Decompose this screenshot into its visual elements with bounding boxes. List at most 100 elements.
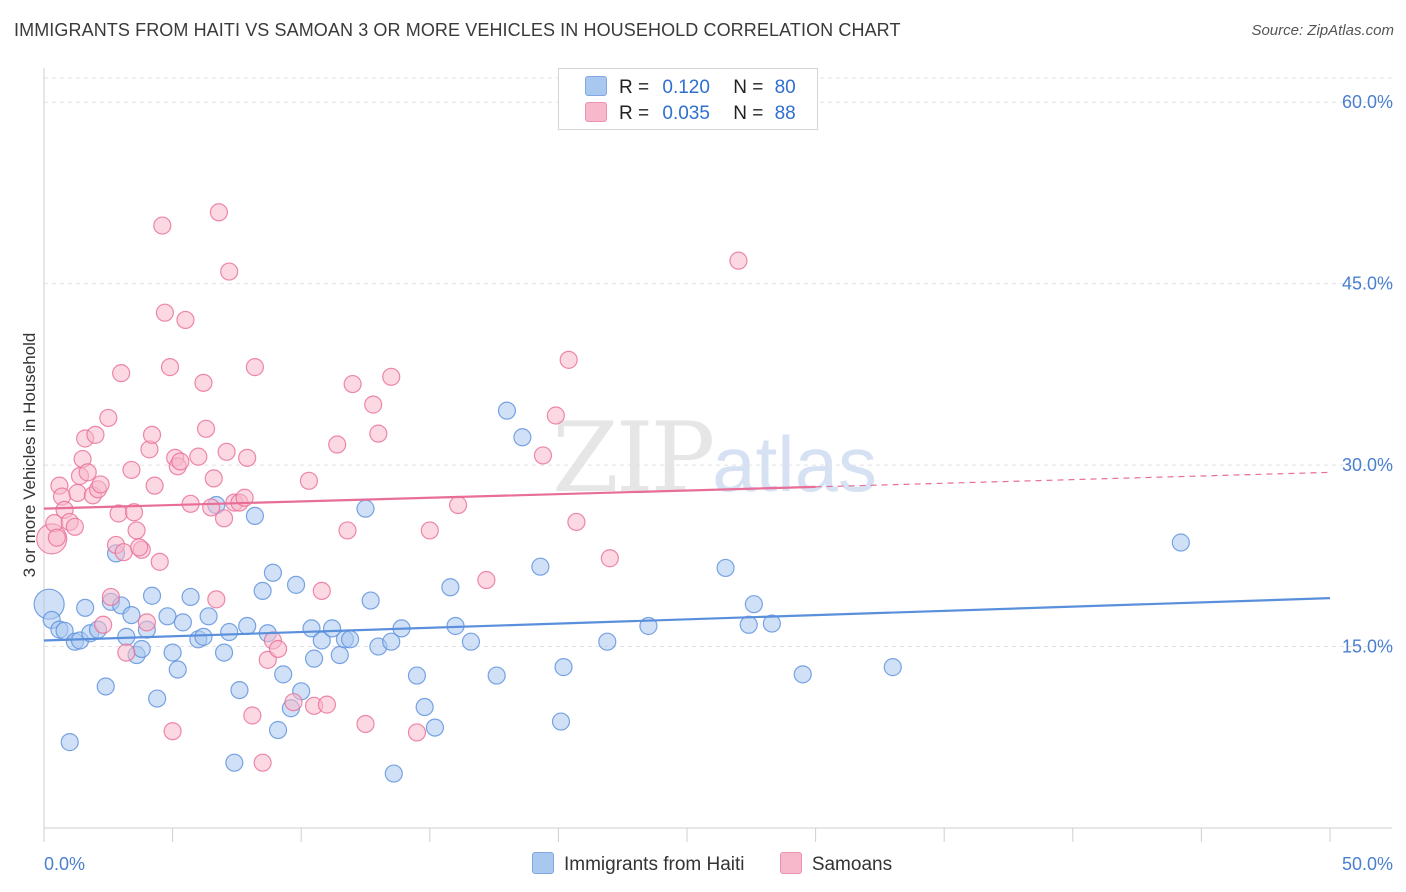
samoan-point [338, 521, 357, 540]
source-label: Source: ZipAtlas.com [1251, 22, 1394, 39]
haiti-point [407, 666, 427, 685]
samoan-point [122, 460, 141, 480]
samoan-point [86, 425, 105, 444]
haiti-point [441, 578, 460, 597]
samoan-point [253, 753, 272, 772]
samoan-point [171, 452, 190, 471]
watermark-zip: ZIP [552, 402, 715, 514]
samoan-point [356, 714, 375, 734]
haiti-point [340, 630, 360, 649]
samoan-point [328, 435, 347, 454]
samoan-point [533, 446, 553, 465]
watermark-atlas: atlas [712, 420, 877, 508]
samoan-point [163, 722, 182, 741]
haiti-point [173, 613, 192, 632]
legend-row-haiti: R = 0.120 N = 80 [585, 76, 796, 100]
samoan-point [284, 693, 303, 712]
samoan-point [207, 590, 226, 609]
correlation-legend: R = 0.120 N = 80 R = 0.035 N = 88 [558, 68, 818, 130]
samoan-point [176, 310, 195, 330]
watermark: ZIPatlas [552, 402, 877, 514]
legend-r-label: R = [619, 77, 650, 98]
samoan-point [369, 424, 388, 443]
samoan-point [214, 509, 234, 528]
samoan-trend-line-extension [815, 471, 1331, 488]
legend-n-value-samoan: 88 [774, 103, 796, 124]
x-tick-label: 0.0% [44, 854, 85, 874]
samoan-point [477, 570, 496, 590]
series-swatch-samoans [779, 852, 802, 874]
haiti-point [181, 587, 200, 607]
haiti-point [415, 697, 434, 717]
samoan-point [567, 512, 586, 532]
haiti-point [739, 615, 758, 634]
haiti-point [461, 632, 481, 651]
samoan-point [312, 581, 331, 601]
series-legend-haiti: Immigrants from Haiti [532, 852, 745, 876]
haiti-point [304, 649, 324, 668]
samoan-point [317, 695, 337, 714]
haiti-point [225, 753, 244, 772]
haiti-point [793, 665, 812, 684]
samoan-point [196, 419, 216, 438]
haiti-point [163, 643, 182, 662]
legend-swatch-haiti [585, 76, 607, 96]
haiti-trend-line [43, 597, 1331, 642]
samoan-point [243, 706, 262, 725]
haiti-point [330, 645, 349, 665]
samoan-point [268, 639, 288, 659]
haiti-point [531, 557, 550, 576]
samoan-point [245, 358, 265, 377]
y-tick-label: 15.0% [1342, 637, 1393, 657]
haiti-point [1171, 533, 1190, 552]
samoan-point [127, 521, 146, 540]
samoan-point [124, 503, 144, 522]
haiti-point [245, 506, 265, 526]
x-tick-label: 50.0% [1342, 854, 1393, 874]
haiti-point [214, 643, 234, 662]
samoan-point [559, 350, 578, 369]
haiti-point [253, 581, 272, 601]
samoan-point [114, 543, 133, 562]
samoan-point [209, 203, 228, 222]
samoan-point [600, 549, 619, 568]
legend-swatch-samoan [585, 102, 607, 122]
haiti-point [762, 614, 781, 633]
haiti-point [148, 689, 167, 708]
samoan-point [420, 521, 439, 540]
haiti-point [263, 563, 283, 582]
haiti-point [76, 598, 95, 617]
series-legend: Immigrants from Haiti Samoans [532, 852, 922, 876]
chart-title: IMMIGRANTS FROM HAITI VS SAMOAN 3 OR MOR… [14, 20, 901, 40]
y-tick-label: 45.0% [1342, 274, 1393, 294]
samoan-point [94, 615, 113, 634]
samoan-point [364, 395, 383, 414]
haiti-point [142, 586, 162, 605]
samoan-point [142, 425, 162, 444]
legend-n-label: N = [733, 103, 764, 124]
haiti-point [716, 558, 735, 578]
samoan-point [99, 408, 118, 428]
haiti-point [487, 666, 506, 685]
haiti-point [274, 665, 293, 684]
series-label-samoans: Samoans [811, 854, 893, 875]
haiti-point [158, 607, 177, 626]
samoan-point [343, 374, 362, 394]
haiti-point [122, 605, 141, 625]
legend-r-label: R = [619, 103, 650, 124]
haiti-point [268, 720, 288, 740]
samoan-point [220, 262, 239, 281]
samoan-point [155, 303, 174, 322]
haiti-point [168, 660, 187, 679]
samoan-point [117, 643, 136, 662]
haiti-point [286, 575, 306, 594]
haiti-point [425, 718, 445, 737]
y-tick-label: 30.0% [1342, 455, 1393, 475]
haiti-point [132, 639, 151, 659]
y-tick-label: 60.0% [1342, 92, 1393, 112]
haiti-point [199, 607, 218, 626]
haiti-point [194, 627, 213, 646]
haiti-point [361, 591, 380, 610]
samoan-point [407, 723, 427, 742]
